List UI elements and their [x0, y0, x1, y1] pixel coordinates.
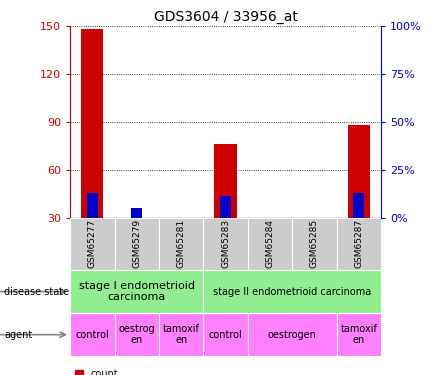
Title: GDS3604 / 33956_at: GDS3604 / 33956_at: [154, 10, 297, 24]
Bar: [348, 125, 370, 218]
FancyBboxPatch shape: [337, 313, 381, 356]
FancyBboxPatch shape: [70, 217, 114, 270]
Legend: count, percentile rank within the sample: count, percentile rank within the sample: [75, 369, 255, 375]
Text: control: control: [208, 330, 243, 340]
Bar: [220, 196, 231, 217]
Text: disease state: disease state: [4, 286, 70, 297]
Text: GSM65284: GSM65284: [265, 219, 275, 268]
Text: tamoxif
en: tamoxif en: [162, 324, 200, 345]
FancyBboxPatch shape: [159, 313, 203, 356]
Bar: [215, 144, 237, 218]
FancyBboxPatch shape: [114, 313, 159, 356]
Text: oestrogen: oestrogen: [268, 330, 317, 340]
Bar: [81, 30, 103, 218]
Bar: [353, 193, 364, 217]
Bar: [87, 193, 98, 217]
FancyBboxPatch shape: [337, 217, 381, 270]
Text: GSM65279: GSM65279: [132, 219, 141, 268]
Text: stage II endometrioid carcinoma: stage II endometrioid carcinoma: [213, 286, 371, 297]
FancyBboxPatch shape: [248, 313, 337, 356]
Text: tamoxif
en: tamoxif en: [340, 324, 377, 345]
Text: control: control: [75, 330, 109, 340]
Text: GSM65287: GSM65287: [354, 219, 364, 268]
FancyBboxPatch shape: [203, 313, 248, 356]
Text: GSM65281: GSM65281: [177, 219, 186, 268]
Text: stage I endometrioid
carcinoma: stage I endometrioid carcinoma: [79, 281, 195, 302]
Text: GSM65283: GSM65283: [221, 219, 230, 268]
Text: GSM65285: GSM65285: [310, 219, 319, 268]
Text: oestrog
en: oestrog en: [118, 324, 155, 345]
FancyBboxPatch shape: [159, 217, 203, 270]
FancyBboxPatch shape: [203, 217, 248, 270]
Bar: [131, 208, 142, 218]
FancyBboxPatch shape: [292, 217, 337, 270]
FancyBboxPatch shape: [248, 217, 292, 270]
Text: agent: agent: [4, 330, 32, 340]
FancyBboxPatch shape: [70, 270, 203, 313]
FancyBboxPatch shape: [70, 313, 114, 356]
FancyBboxPatch shape: [114, 217, 159, 270]
Text: GSM65277: GSM65277: [88, 219, 97, 268]
FancyBboxPatch shape: [203, 270, 381, 313]
